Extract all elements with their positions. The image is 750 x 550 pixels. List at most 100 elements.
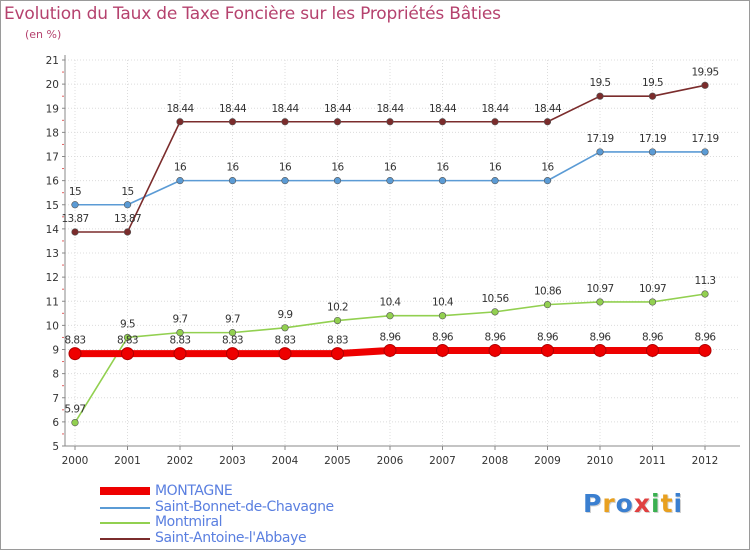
data-label-montmiral: 10.2: [327, 302, 348, 314]
point-montmiral: [543, 301, 552, 309]
point-saint-antoine-l-abbaye: [333, 118, 342, 126]
data-label-saint-bonnet-de-chavagne: 17.19: [691, 133, 718, 145]
data-label-montmiral: 10.97: [586, 283, 613, 295]
x-tick-label: 2003: [219, 455, 246, 467]
legend-swatch-montmiral: [100, 522, 150, 524]
data-label-saint-antoine-l-abbaye: 19.5: [590, 77, 611, 89]
data-label-montagne: 8.83: [327, 335, 348, 347]
logo-letter: i: [673, 489, 684, 518]
x-tick-label: 2008: [482, 455, 509, 467]
logo-letter: P: [583, 489, 603, 518]
data-label-montmiral: 11.3: [695, 275, 716, 287]
data-label-montmiral: 10.4: [432, 297, 454, 309]
point-montagne: [593, 343, 607, 357]
point-montagne: [173, 347, 187, 361]
data-label-saint-bonnet-de-chavagne: 16: [226, 162, 239, 174]
data-label-saint-bonnet-de-chavagne: 16: [279, 162, 292, 174]
unit-label: (en %): [25, 28, 62, 41]
data-label-saint-antoine-l-abbaye: 13.87: [61, 213, 88, 225]
y-tick-label: 20: [46, 79, 59, 91]
y-tick-label: 5: [52, 441, 59, 453]
x-tick-label: 2009: [534, 455, 561, 467]
y-tick-label: 17: [46, 152, 59, 164]
data-label-saint-bonnet-de-chavagne: 17.19: [639, 133, 666, 145]
data-label-montmiral: 9.5: [120, 318, 135, 330]
logo-letter: i: [651, 489, 661, 518]
y-tick-label: 18: [46, 127, 59, 139]
data-label-montagne: 8.83: [117, 335, 138, 347]
data-label-saint-antoine-l-abbaye: 18.44: [271, 103, 299, 115]
logo-letter: o: [615, 489, 634, 518]
data-label-saint-bonnet-de-chavagne: 16: [541, 162, 554, 174]
y-tick-label: 14: [46, 224, 60, 236]
point-saint-bonnet-de-chavagne: [596, 148, 604, 156]
data-label-saint-bonnet-de-chavagne: 16: [174, 162, 187, 174]
legend-label-saint-bonnet: Saint-Bonnet-de-Chavagne: [155, 498, 334, 515]
point-saint-bonnet-de-chavagne: [491, 177, 499, 185]
point-montmiral: [176, 329, 184, 337]
point-saint-antoine-l-abbaye: [491, 118, 499, 126]
data-label-saint-bonnet-de-chavagne: 16: [489, 162, 502, 174]
data-label-montmiral: 10.4: [380, 297, 402, 309]
data-label-montmiral: 5.97: [65, 404, 86, 416]
y-tick-label: 21: [46, 55, 59, 67]
x-tick-label: 2010: [587, 455, 614, 467]
point-montagne: [436, 343, 449, 357]
logo-letter: r: [602, 489, 616, 518]
point-montmiral: [71, 418, 79, 427]
y-tick-label: 12: [46, 272, 59, 284]
data-label-saint-bonnet-de-chavagne: 16: [384, 162, 397, 174]
point-montagne: [121, 347, 134, 361]
x-tick-label: 2005: [324, 455, 351, 467]
chart-title: Evolution du Taux de Taxe Foncière sur l…: [4, 4, 501, 24]
point-montmiral: [333, 316, 342, 325]
point-montagne: [68, 347, 82, 361]
point-saint-bonnet-de-chavagne: [333, 177, 342, 185]
point-montagne: [646, 343, 659, 357]
point-montmiral: [228, 329, 237, 337]
point-saint-bonnet-de-chavagne: [543, 177, 552, 185]
y-tick-label: 19: [46, 103, 59, 115]
point-montagne: [541, 343, 554, 357]
legend-label-montagne: MONTAGNE: [155, 483, 233, 499]
point-montagne: [331, 347, 344, 361]
point-saint-bonnet-de-chavagne: [281, 177, 289, 185]
x-tick-label: 2007: [429, 455, 456, 467]
point-montagne: [698, 343, 712, 357]
point-montmiral: [123, 333, 132, 342]
legend-label-saint-antoine: Saint-Antoine-l'Abbaye: [155, 529, 307, 546]
legend-swatch-saint-bonnet: [100, 506, 150, 509]
point-saint-bonnet-de-chavagne: [123, 201, 132, 209]
point-saint-antoine-l-abbaye: [596, 92, 604, 100]
data-label-saint-antoine-l-abbaye: 18.44: [376, 103, 404, 115]
data-label-saint-bonnet-de-chavagne: 15: [69, 186, 81, 198]
point-saint-bonnet-de-chavagne: [701, 148, 709, 156]
x-tick-label: 2002: [167, 455, 194, 467]
point-saint-bonnet-de-chavagne: [438, 177, 447, 185]
data-label-montagne: 8.83: [222, 335, 243, 347]
series-layer: [68, 81, 712, 427]
data-label-montagne: 8.83: [275, 335, 296, 347]
point-montmiral: [648, 298, 657, 306]
data-label-saint-antoine-l-abbaye: 13.87: [114, 213, 141, 225]
data-label-saint-antoine-l-abbaye: 18.44: [219, 103, 247, 115]
axes: 5 6 7 8 9 10 11 12 13 14 15 16 17 18 19 20 21 2000 2001 200…: [46, 55, 740, 467]
y-tick-label: 8: [52, 369, 59, 381]
data-label-montagne: 8.96: [380, 331, 402, 343]
data-label-saint-antoine-l-abbaye: 19.5: [642, 77, 663, 89]
point-saint-bonnet-de-chavagne: [386, 177, 394, 185]
x-tick-label: 2004: [272, 455, 299, 467]
data-label-saint-antoine-l-abbaye: 18.44: [324, 103, 352, 115]
point-montagne: [488, 343, 502, 357]
point-montmiral: [701, 290, 709, 298]
proxiti-logo: Proxiti: [583, 489, 683, 518]
point-saint-antoine-l-abbaye: [648, 92, 657, 100]
y-tick-label: 11: [46, 296, 59, 308]
point-montmiral: [596, 298, 604, 306]
data-label-montmiral: 10.86: [534, 286, 562, 298]
point-saint-bonnet-de-chavagne: [176, 177, 184, 185]
data-label-saint-antoine-l-abbaye: 18.44: [534, 103, 562, 115]
point-saint-bonnet-de-chavagne: [648, 148, 657, 156]
data-label-montagne: 8.96: [590, 331, 612, 343]
